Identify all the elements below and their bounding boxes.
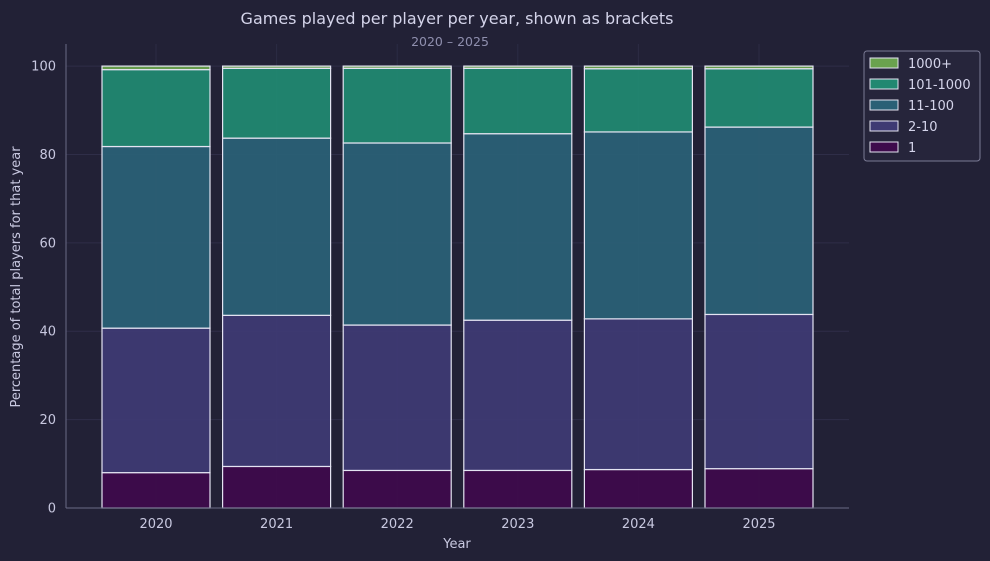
x-tick-label: 2024 [622,517,655,532]
bar-segment-2-10-2023[interactable] [463,319,573,472]
bar-segment-101-1000-2025[interactable] [704,68,814,128]
legend-label-11-100: 11-100 [908,99,954,114]
bar-segment-2-10-2022[interactable] [342,324,452,472]
bar-segment-1000plus-2025[interactable] [704,65,814,70]
bars-group [101,65,814,509]
bar-segment-11-100-2020[interactable] [101,145,211,329]
x-tick-label: 2023 [501,517,534,532]
bar-segment-1000plus-2022[interactable] [342,65,452,69]
chart-title: Games played per player per year, shown … [241,9,674,28]
bar-segment-101-1000-2023[interactable] [463,67,573,135]
y-tick-label: 100 [31,60,56,75]
bar-segment-2-10-2020[interactable] [101,327,211,474]
bar-segment-1-2023[interactable] [463,469,573,509]
bar-segment-1000plus-2020[interactable] [101,65,211,71]
bar-segment-11-100-2024[interactable] [583,131,694,320]
bar-segment-101-1000-2020[interactable] [101,69,211,148]
bar-segment-1000plus-2021[interactable] [222,65,332,69]
legend[interactable]: 1000+ 101-1000 11-100 2-10 1 [863,50,981,162]
axes [65,44,849,509]
y-tick-label: 80 [39,148,56,163]
bar-segment-2-10-2024[interactable] [583,318,694,471]
chart-subtitle: 2020 – 2025 [411,34,489,49]
bar-segment-1-2025[interactable] [704,468,814,509]
x-tick-label: 2025 [742,517,775,532]
legend-label-1: 1 [908,141,916,156]
bar-segment-101-1000-2024[interactable] [583,68,694,133]
y-tick-label: 0 [48,502,56,517]
bar-segment-1000plus-2024[interactable] [583,65,694,70]
bar-segment-101-1000-2021[interactable] [222,67,332,139]
bar-segment-11-100-2025[interactable] [704,126,814,316]
x-tick-label: 2022 [381,517,414,532]
y-tick-label: 60 [39,236,56,251]
bar-segment-101-1000-2022[interactable] [342,67,452,144]
bar-segment-11-100-2022[interactable] [342,142,452,326]
bar-segment-11-100-2021[interactable] [222,137,332,316]
bar-segment-1-2022[interactable] [342,469,452,509]
legend-swatch-1000plus [869,57,899,69]
y-axis-label: Percentage of total players for that yea… [9,146,24,408]
legend-swatch-101-1000 [869,78,899,90]
legend-label-101-1000: 101-1000 [908,78,971,93]
y-tick-label: 20 [39,413,56,428]
bar-segment-1-2024[interactable] [583,468,694,509]
bar-segment-2-10-2025[interactable] [704,313,814,470]
legend-swatch-11-100 [869,99,899,111]
x-tick-label: 2021 [260,517,293,532]
bar-segment-2-10-2021[interactable] [222,314,332,468]
legend-label-1000plus: 1000+ [908,57,952,72]
legend-swatch-2-10 [869,120,899,132]
bar-segment-1-2020[interactable] [101,472,211,509]
x-tick-label: 2020 [139,517,172,532]
y-tick-label: 40 [39,325,56,340]
legend-swatch-1 [869,141,899,153]
legend-label-2-10: 2-10 [908,120,938,135]
bar-segment-1000plus-2023[interactable] [463,65,573,69]
x-axis-label: Year [442,537,471,552]
bar-segment-11-100-2023[interactable] [463,133,573,321]
bar-segment-1-2021[interactable] [222,465,332,509]
tick-labels: 0 20 40 60 80 100 2020 2021 2022 2023 2024 2025 [31,60,775,532]
